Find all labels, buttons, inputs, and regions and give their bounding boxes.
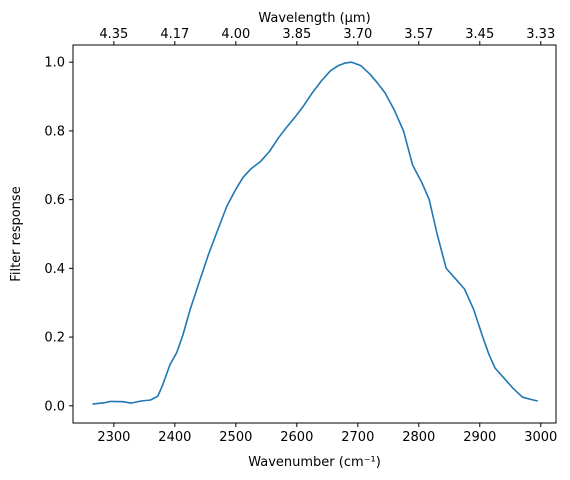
x-tick-label: 2700: [341, 430, 374, 445]
top-tick-label: 3.85: [282, 27, 311, 42]
x-tick-label: 2300: [97, 430, 130, 445]
x-tick-label: 2900: [463, 430, 496, 445]
y-axis: 0.0 0.2 0.4 0.6 0.8 1.0: [44, 56, 73, 414]
series-layer: [92, 61, 538, 405]
top-tick-label: 3.45: [465, 27, 494, 42]
x-tick-label: 2500: [219, 430, 252, 445]
x-axis-title: Wavenumber (cm⁻¹): [248, 455, 381, 470]
y-tick-label: 1.0: [44, 56, 65, 71]
top-tick-label: 3.33: [526, 27, 555, 42]
x-tick-label: 3000: [524, 430, 557, 445]
top-tick-label: 4.00: [221, 27, 250, 42]
top-tick-label: 3.57: [404, 27, 433, 42]
top-tick-label: 4.35: [99, 27, 128, 42]
y-tick-label: 0.8: [44, 124, 65, 139]
x-axis-top: 4.35 4.17 4.00 3.85 3.70 3.57 3.45 3.33: [99, 27, 555, 45]
x-axis-bottom: 2300 2400 2500 2600 2700 2800 2900 3000: [97, 423, 557, 445]
y-tick-label: 0.0: [44, 399, 65, 414]
top-tick-label: 4.17: [160, 27, 189, 42]
y-tick-label: 0.2: [44, 331, 65, 346]
x-tick-label: 2800: [402, 430, 435, 445]
series-line: [92, 61, 538, 405]
x-tick-label: 2600: [280, 430, 313, 445]
plot-area: [72, 44, 557, 424]
y-tick-label: 0.4: [44, 262, 65, 277]
plot-frame: [72, 44, 557, 424]
top-tick-label: 3.70: [343, 27, 372, 42]
top-axis-title: Wavelength (μm): [258, 11, 370, 26]
y-axis-title: Filter response: [9, 186, 24, 281]
x-tick-label: 2400: [158, 430, 191, 445]
y-tick-label: 0.6: [44, 193, 65, 208]
